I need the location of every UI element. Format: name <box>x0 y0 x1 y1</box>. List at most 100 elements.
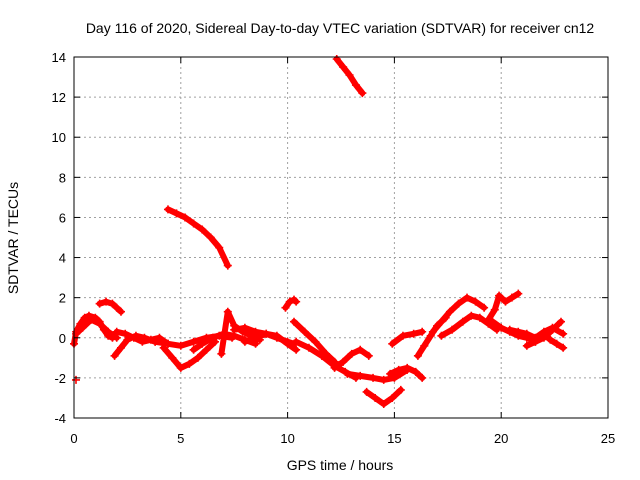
data-point <box>281 303 290 312</box>
data-point <box>458 317 467 326</box>
data-point <box>369 373 378 382</box>
data-point <box>189 219 198 228</box>
data-point <box>480 303 489 312</box>
data-point <box>151 337 160 346</box>
series-track-hour9 <box>240 329 301 354</box>
y-axis-label: SDTVAR / TECUs <box>5 182 21 294</box>
outlier-point <box>72 375 80 384</box>
data-point <box>351 81 360 90</box>
data-point <box>300 327 309 336</box>
data-point <box>189 345 198 354</box>
data-point <box>471 297 480 306</box>
data-point <box>379 375 388 384</box>
series-track-hour2-bump <box>95 297 125 316</box>
x-axis-label: GPS time / hours <box>287 457 394 473</box>
y-tick-label: -4 <box>54 411 66 426</box>
data-point <box>304 343 313 352</box>
data-point <box>230 325 239 334</box>
data-point <box>356 371 365 380</box>
data-point <box>403 363 412 372</box>
data-point <box>339 63 348 72</box>
y-tick-label: 10 <box>52 130 66 145</box>
data-point <box>418 327 427 336</box>
data-point <box>290 317 299 326</box>
data-point <box>138 337 147 346</box>
data-point <box>240 337 249 346</box>
data-point <box>292 345 301 354</box>
series-track-hour22-end <box>539 329 568 352</box>
data-point <box>95 299 104 308</box>
series-track-hour14-min <box>362 385 405 408</box>
data-point <box>223 261 232 270</box>
data-point <box>559 329 568 338</box>
data-point <box>559 343 568 352</box>
data-point <box>112 303 121 312</box>
data-point <box>206 233 215 242</box>
data-point <box>217 349 226 358</box>
data-point <box>121 329 130 338</box>
y-tick-label: 12 <box>52 90 66 105</box>
data-point <box>437 331 446 340</box>
x-tick-label: 15 <box>387 431 401 446</box>
data-point <box>371 393 380 402</box>
data-point <box>292 337 301 346</box>
data-point <box>411 367 420 376</box>
data-point <box>189 337 198 346</box>
data-point <box>522 341 531 350</box>
y-tick-label: 2 <box>59 291 66 306</box>
data-point <box>546 335 555 344</box>
data-point <box>386 369 395 378</box>
data-point <box>80 313 89 322</box>
data-point <box>198 225 207 234</box>
data-point <box>87 315 96 324</box>
series-track-high-13 <box>332 55 367 98</box>
y-tick-label: 6 <box>59 210 66 225</box>
series-track <box>540 330 567 351</box>
y-tick-label: 8 <box>59 170 66 185</box>
data-point <box>505 325 514 334</box>
data-point <box>112 327 121 336</box>
y-tick-label: 4 <box>59 251 66 266</box>
data-point <box>463 293 472 302</box>
data-point <box>420 341 429 350</box>
data-point <box>488 317 497 326</box>
data-point <box>356 345 365 354</box>
data-point <box>332 55 341 64</box>
data-point <box>292 297 301 306</box>
x-tick-label: 10 <box>280 431 294 446</box>
data-point <box>490 305 499 314</box>
y-tick-label: 0 <box>59 331 66 346</box>
data-point <box>358 89 367 98</box>
data-point <box>262 329 271 338</box>
data-point <box>501 297 510 306</box>
data-point <box>116 343 125 352</box>
data-point <box>557 317 566 326</box>
data-point <box>531 337 540 346</box>
series-track <box>389 328 426 347</box>
data-point <box>345 71 354 80</box>
data-point <box>507 293 516 302</box>
data-point <box>448 325 457 334</box>
series-track-hour17-rise <box>428 293 489 336</box>
data-point <box>311 337 320 346</box>
series-track-hour15 <box>386 363 427 382</box>
data-point <box>364 351 373 360</box>
data-point <box>95 319 104 328</box>
data-point <box>198 339 207 348</box>
data-point <box>428 327 437 336</box>
series-track-hour19-spike <box>484 289 523 324</box>
axis-ticks: 0 5 10 15 20 25 -4 -2 0 2 4 6 8 10 12 14 <box>52 50 616 446</box>
data-point <box>347 349 356 358</box>
series-track-hour13-dip <box>330 345 373 372</box>
data-point <box>208 333 217 342</box>
data-point <box>283 339 292 348</box>
data-point <box>522 329 531 338</box>
data-point <box>514 289 523 298</box>
data-point <box>129 333 138 342</box>
data-point <box>343 369 352 378</box>
data-point <box>413 351 422 360</box>
plot-frame <box>73 56 609 419</box>
data-point <box>467 311 476 320</box>
data-point <box>495 291 504 300</box>
data-point <box>394 365 403 374</box>
